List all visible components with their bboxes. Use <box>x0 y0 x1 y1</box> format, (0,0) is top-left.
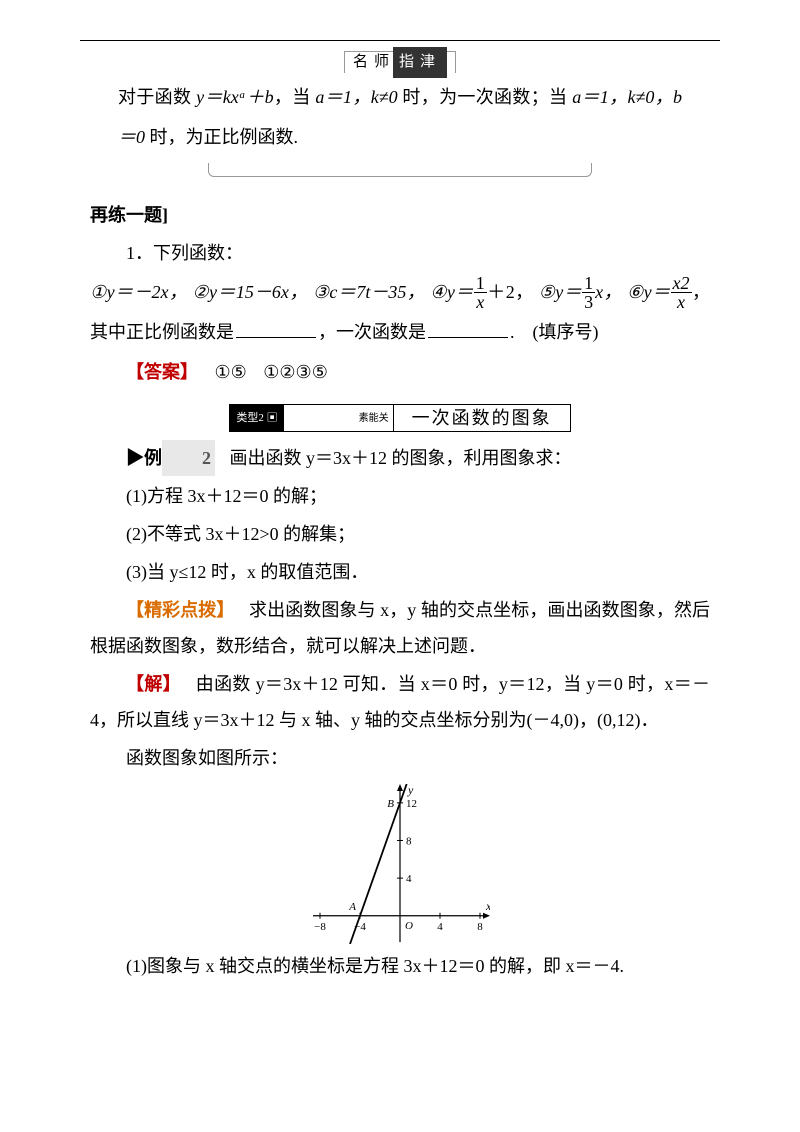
answer-1: ①⑤ <box>215 362 247 382</box>
item-1: ①y＝－2x， <box>90 282 187 302</box>
example-stem-row: ▶例2 画出函数 y＝3x＋12 的图象，利用图象求： <box>90 440 710 476</box>
example-q3: (3)当 y≤12 时，x 的取值范围． <box>90 554 710 590</box>
tip-formula: y＝kxᵃ＋b <box>196 87 273 107</box>
svg-text:O: O <box>405 920 413 932</box>
topic-left-tag: 类型2 ▣ <box>230 405 283 431</box>
example-q1: (1)方程 3x＋12＝0 的解； <box>90 478 710 514</box>
item-6-pre: ⑥y＝ <box>627 282 671 302</box>
item-3: ③c＝7t－35， <box>313 282 425 302</box>
tip-text-4: 时，为正比例函数. <box>145 127 298 147</box>
item-5-post: x， <box>595 282 622 302</box>
tip-text-3: 时，为一次函数；当 <box>398 87 573 107</box>
hint-row: 【精彩点拨】 求出函数图象与 x，y 轴的交点坐标，画出函数图象，然后根据函数图… <box>90 592 710 664</box>
svg-text:4: 4 <box>406 873 412 885</box>
tip-text-2: ，当 <box>274 87 316 107</box>
svg-text:B: B <box>387 798 394 810</box>
sol-row: 【解】 由函数 y＝3x＋12 可知．当 x＝0 时，y＝12，当 y＝0 时，… <box>90 666 710 738</box>
item-6-frac: x2x <box>671 274 692 311</box>
blank-1[interactable] <box>236 320 316 338</box>
item-4-post: ＋2， <box>487 282 534 302</box>
example-num: 2 <box>162 440 215 476</box>
tip-body: 对于函数 y＝kxᵃ＋b，当 a＝1，k≠0 时，为一次函数；当 a＝1，k≠0… <box>90 72 710 163</box>
practice-items: ①y＝－2x， ②y＝15－6x， ③c＝7t－35， ④y＝1x＋2， ⑤y＝… <box>90 273 710 352</box>
answer-label: 【答案】 <box>126 362 198 382</box>
frac6-den: x <box>671 292 692 311</box>
item-2: ②y＝15－6x， <box>192 282 307 302</box>
tail-3: . (填序号) <box>510 322 599 342</box>
graph-wrap: −8−4484812OxyAB <box>90 784 710 944</box>
example-q2: (2)不等式 3x＋12>0 的解集； <box>90 516 710 552</box>
topic-mid: 素能关 <box>284 405 394 431</box>
tip-label-dark: 指津 <box>393 47 447 78</box>
hint-label: 【精彩点拨】 <box>126 600 234 620</box>
svg-text:8: 8 <box>406 836 412 848</box>
practice-lead: 1．下列函数： <box>90 235 710 271</box>
tip-label-white: 名师 <box>353 48 395 77</box>
tip-footer-frame <box>208 163 592 177</box>
practice-heading: 再练一题] <box>90 197 710 233</box>
tip-box: 名师 指津 对于函数 y＝kxᵃ＋b，当 a＝1，k≠0 时，为一次函数；当 a… <box>90 51 710 177</box>
svg-text:12: 12 <box>406 798 417 810</box>
example-stem: 画出函数 y＝3x＋12 的图象，利用图象求： <box>230 448 572 468</box>
tip-text-1: 对于函数 <box>118 87 196 107</box>
frac5-den: 3 <box>582 292 595 311</box>
top-rule <box>80 40 720 41</box>
tip-header: 名师 指津 <box>90 51 710 73</box>
frac5-num: 1 <box>582 274 595 292</box>
tail-2: ，一次函数是 <box>318 322 426 342</box>
sol-p2: 函数图象如图所示： <box>90 740 710 776</box>
item-4-pre: ④y＝ <box>430 282 474 302</box>
sol-p1: 由函数 y＝3x＋12 可知．当 x＝0 时，y＝12，当 y＝0 时，x＝－4… <box>90 674 710 730</box>
tip-cond1: a＝1，k≠0 <box>315 87 397 107</box>
topic-title: 一次函数的图象 <box>394 405 570 431</box>
svg-text:4: 4 <box>437 921 443 933</box>
svg-text:−8: −8 <box>314 921 326 933</box>
item-4-frac: 1x <box>474 274 487 311</box>
sol-q1: (1)图象与 x 轴交点的横坐标是方程 3x＋12＝0 的解，即 x＝－4. <box>90 948 710 984</box>
item-5-pre: ⑤y＝ <box>539 282 583 302</box>
svg-text:8: 8 <box>477 921 483 933</box>
line-function-graph: −8−4484812OxyAB <box>310 784 490 944</box>
example-label: ▶例 <box>126 448 162 468</box>
blank-2[interactable] <box>428 320 508 338</box>
sol-label: 【解】 <box>126 674 181 694</box>
topic-row: 类型2 ▣ 素能关 一次函数的图象 <box>90 404 710 432</box>
item-5-frac: 13 <box>582 274 595 311</box>
svg-text:A: A <box>348 901 356 913</box>
frac4-num: 1 <box>474 274 487 292</box>
svg-text:y: y <box>407 784 414 797</box>
answer-2: ①②③⑤ <box>263 362 328 382</box>
frac4-den: x <box>474 292 487 311</box>
frac6-num: x2 <box>671 274 692 292</box>
answer-row: 【答案】 ①⑤ ①②③⑤ <box>90 354 710 390</box>
svg-text:x: x <box>485 899 490 913</box>
